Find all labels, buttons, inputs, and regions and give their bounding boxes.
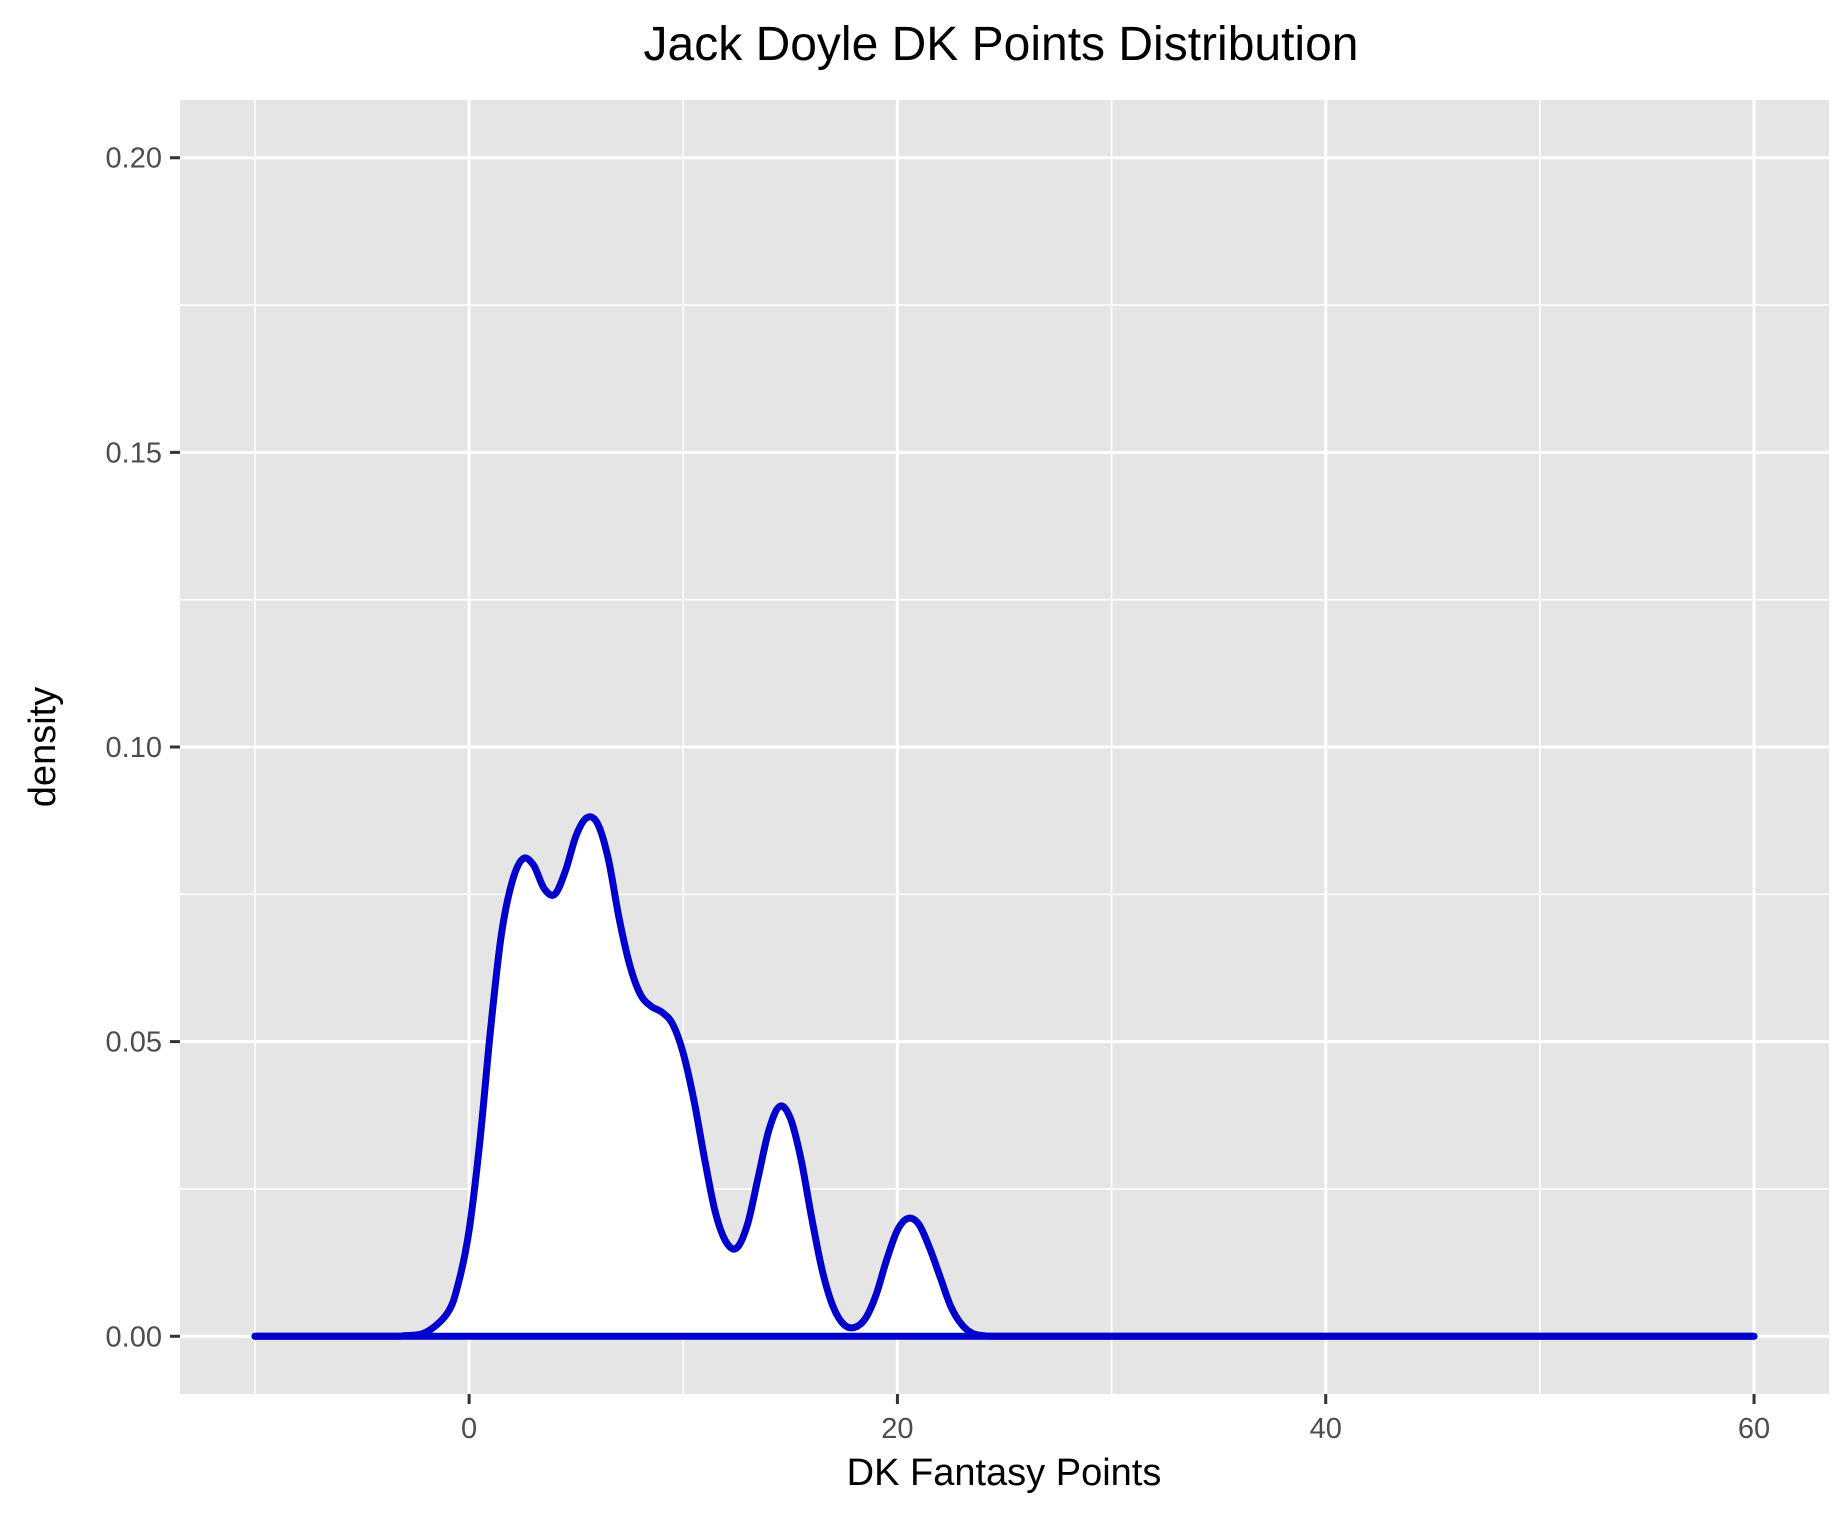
- major-gridlines: [180, 100, 1829, 1394]
- density-line: [251, 813, 1758, 1340]
- x-axis-title: DK Fantasy Points: [847, 1452, 1162, 1494]
- y-tick-label: 0.20: [106, 143, 162, 175]
- x-tick-label: 0: [461, 1413, 477, 1445]
- x-axis: 0 20 40 60: [461, 1394, 1770, 1445]
- y-axis-title: density: [22, 687, 64, 807]
- y-tick-label: 0.05: [106, 1027, 162, 1059]
- x-tick-label: 20: [881, 1413, 913, 1445]
- y-tick-label: 0.15: [106, 437, 162, 469]
- y-tick-label: 0.00: [106, 1321, 162, 1353]
- x-tick-label: 40: [1310, 1413, 1342, 1445]
- density-area: [254, 816, 1755, 1337]
- y-axis: 0.00 0.05 0.10 0.15 0.20: [106, 143, 180, 1353]
- x-tick-label: 60: [1738, 1413, 1770, 1445]
- y-tick-label: 0.10: [106, 732, 162, 764]
- chart-title: Jack Doyle DK Points Distribution: [644, 18, 1359, 71]
